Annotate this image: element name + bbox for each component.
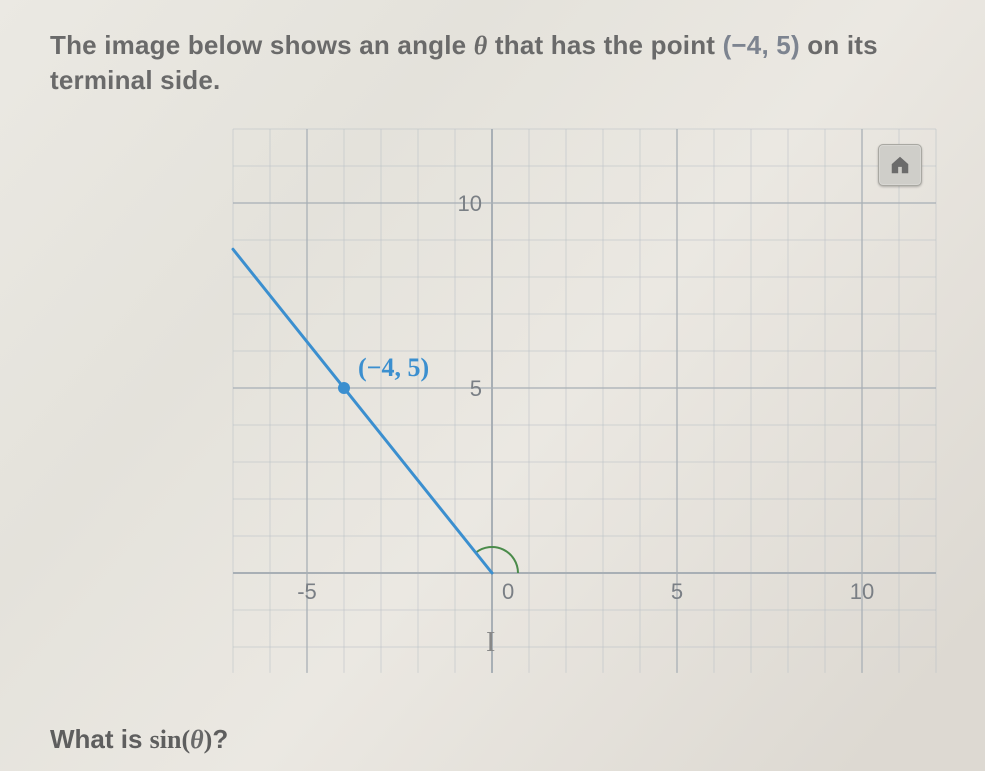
question-post: ? [212, 724, 228, 754]
coordinate-chart: (−4, 5) -5 0 5 10 5 10 I [230, 128, 945, 698]
svg-text:-5: -5 [297, 579, 317, 604]
prompt-mid: that has the point [487, 30, 722, 60]
svg-text:10: 10 [850, 579, 874, 604]
question-paren-open: ( [181, 725, 190, 754]
problem-prompt: The image below shows an angle θ that ha… [50, 28, 965, 98]
question-arg: θ [190, 725, 204, 754]
svg-text:(−4, 5): (−4, 5) [358, 353, 429, 382]
question-pre: What is [50, 724, 150, 754]
question-fn: sin [150, 725, 182, 754]
home-icon [889, 154, 911, 176]
page: The image below shows an angle θ that ha… [0, 0, 985, 771]
svg-text:10: 10 [458, 191, 482, 216]
terminal-line [233, 249, 492, 573]
svg-text:0: 0 [502, 579, 514, 604]
svg-text:I: I [486, 627, 495, 658]
grid-layer [233, 129, 936, 673]
prompt-coord: (−4, 5) [723, 30, 800, 60]
axes-layer [233, 129, 936, 673]
chart-svg: (−4, 5) -5 0 5 10 5 10 I [230, 128, 945, 698]
svg-text:5: 5 [671, 579, 683, 604]
theta-symbol: θ [474, 31, 488, 60]
prompt-pre: The image below shows an angle [50, 30, 474, 60]
svg-text:5: 5 [470, 376, 482, 401]
question-text: What is sin(θ)? [50, 724, 228, 755]
home-button[interactable] [878, 144, 922, 186]
